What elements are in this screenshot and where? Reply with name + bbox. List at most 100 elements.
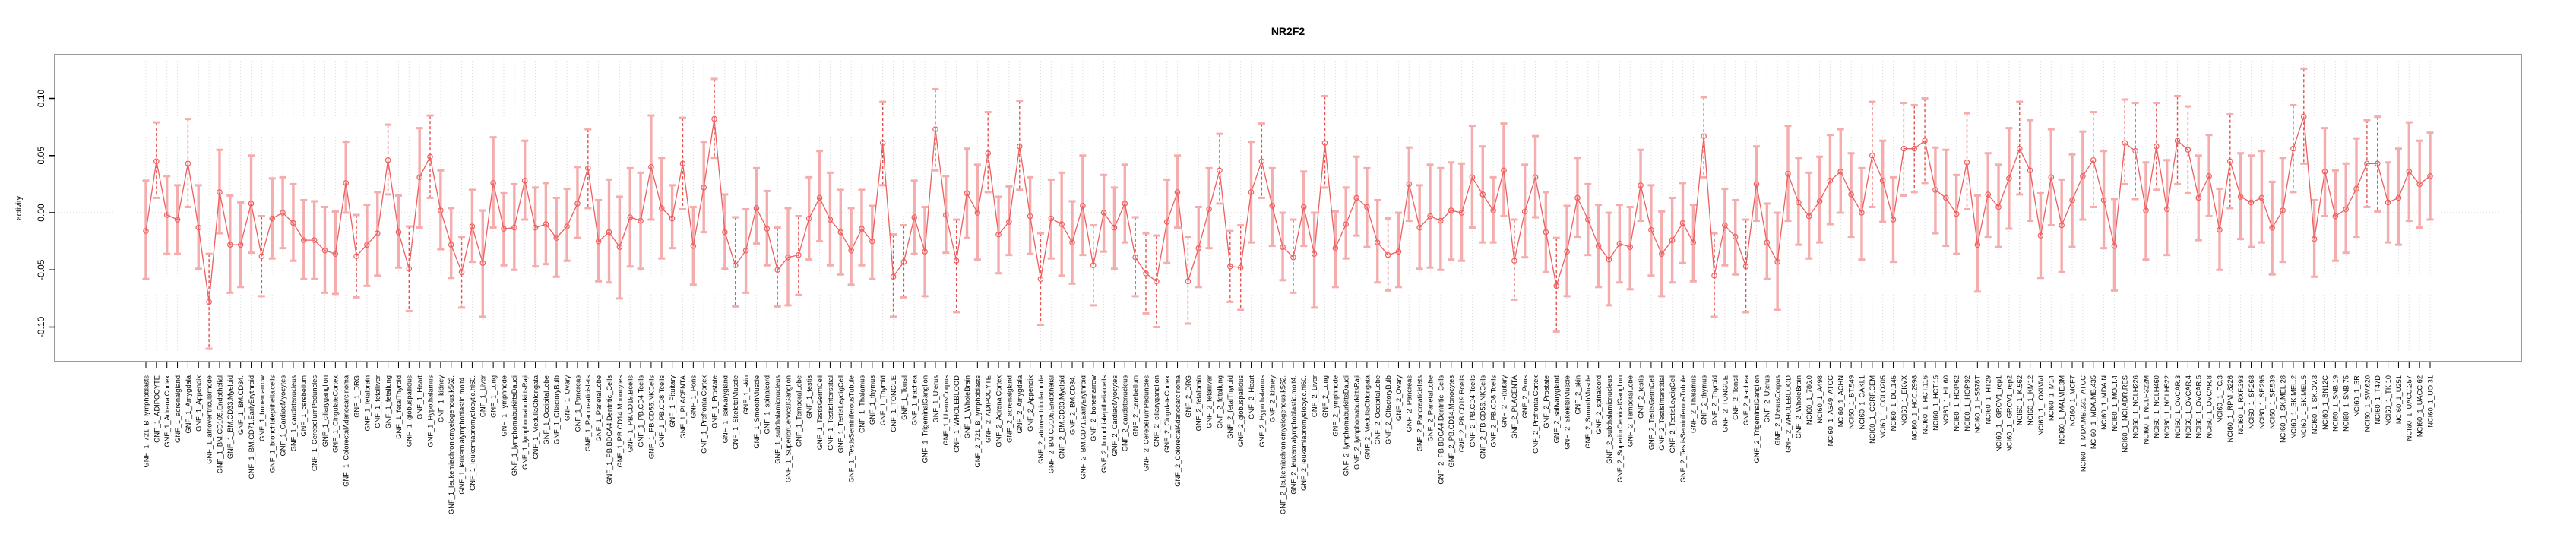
x-category-label: NCI60_1_IGROV1_rep2 xyxy=(2005,375,2013,452)
data-point xyxy=(501,226,507,232)
x-category-label: GNF_2_TestisInterstitial xyxy=(1658,375,1666,451)
data-point xyxy=(2374,160,2381,167)
x-category-label: GNF_2_subthalamicnucleus xyxy=(1606,375,1613,464)
data-point xyxy=(2237,194,2244,200)
x-category-label: NCI60_1_A498 xyxy=(1816,375,1824,424)
x-category-label: NCI60_1_LOXIMVI xyxy=(2037,375,2045,436)
data-point xyxy=(2027,167,2033,174)
data-point xyxy=(1658,251,1665,257)
x-category-label: GNF_2_testis xyxy=(1637,375,1644,419)
data-point xyxy=(2385,199,2391,206)
x-category-label: GNF_1_TemporalLobe xyxy=(795,375,802,447)
data-point xyxy=(1206,206,1212,213)
x-category-label: NCI60_1_KM12 xyxy=(2027,375,2034,425)
data-point xyxy=(321,247,328,254)
data-point xyxy=(1974,242,1981,248)
x-category-label: GNF_2_SuperiorCervicalGanglion xyxy=(1616,375,1624,482)
x-category-label: NCI60_1_SNB.75 xyxy=(2343,375,2350,432)
data-point xyxy=(1300,204,1307,210)
data-point xyxy=(280,210,286,216)
x-category-label: GNF_1_Thalamus xyxy=(858,375,866,433)
data-point xyxy=(416,174,422,181)
data-point xyxy=(595,238,602,245)
x-category-label: GNF_2_lymphomaburkittsDaudi xyxy=(1343,375,1350,476)
x-category-label: NCI60_1_COLO205 xyxy=(1879,375,1887,439)
x-category-label: GNF_2_SmoothMuscle xyxy=(1584,375,1592,449)
data-point xyxy=(1059,221,1065,227)
x-category-label: GNF_1_atrioventricularnode xyxy=(206,375,214,464)
x-category-label: GNF_1_WHOLEBLOOD xyxy=(953,375,960,453)
x-category-label: GNF_2_atrioventricularnode xyxy=(1037,375,1045,464)
data-point xyxy=(722,229,728,236)
data-point xyxy=(143,228,149,234)
x-category-label: NCI60_1_NCI.H522 xyxy=(2163,375,2171,438)
x-category-label: GNF_2_adrenalgland xyxy=(1005,375,1013,443)
x-category-label: GNF_1_TONGUE xyxy=(890,375,897,432)
x-category-label: GNF_2_TestisLeydigCell xyxy=(1669,375,1676,453)
x-category-label: GNF_2_fetalThyroid xyxy=(1226,375,1234,439)
data-point xyxy=(1922,138,1928,144)
x-category-label: NCI60_1_UO.31 xyxy=(2426,375,2434,428)
x-category-label: GNF_1_TestisSeminiferousTubule xyxy=(848,375,856,482)
x-category-label: GNF_1_ParietalLobe xyxy=(595,375,603,441)
data-point xyxy=(627,214,634,220)
x-category-label: GNF_1_Ovary xyxy=(564,375,571,421)
data-point xyxy=(269,215,276,222)
x-category-label: GNF_2_PB.CD4.Tcells xyxy=(1469,375,1476,447)
data-point xyxy=(479,260,486,267)
data-point xyxy=(574,201,581,207)
data-point xyxy=(2195,194,2202,201)
data-point xyxy=(2059,222,2065,229)
data-point xyxy=(1479,191,1486,198)
x-category-label: GNF_2_Appendix xyxy=(1027,375,1034,432)
y-tick-label: 0.10 xyxy=(36,89,46,107)
x-category-label: GNF_2_PB.CD19.Bcells xyxy=(1458,375,1466,453)
x-category-label: NCI60_1_A549_ATCC xyxy=(1827,375,1834,447)
data-point xyxy=(732,262,739,269)
x-category-label: GNF_2_OccipitalLobe xyxy=(1374,375,1381,444)
x-category-label: GNF_2_MedullaOblongata xyxy=(1363,375,1371,459)
x-category-label: NCI60_1_OVCAR.3 xyxy=(2174,375,2182,438)
x-category-label: GNF_2_PLACENTA xyxy=(1511,375,1518,438)
x-category-label: GNF_2_WHOLEBLOOD xyxy=(1784,375,1792,453)
x-category-label: GNF_1_PB.BDCA4.Dentritic_Cells xyxy=(606,375,613,485)
x-category-label: GNF_1_Thyroid xyxy=(879,375,887,425)
data-point xyxy=(1732,233,1739,240)
data-point xyxy=(1521,208,1528,215)
x-category-label: NCI60_1_M14 xyxy=(2048,375,2055,421)
x-category-label: GNF_2_ADIPOCYTE xyxy=(985,375,992,443)
x-category-label: GNF_1_UterusCorpus xyxy=(942,375,950,446)
x-category-label: GNF_1_Pancreaticislets xyxy=(584,375,592,452)
data-point xyxy=(701,185,707,191)
data-point xyxy=(1859,210,1865,216)
data-point xyxy=(879,140,886,146)
data-point xyxy=(2406,169,2413,175)
data-point xyxy=(511,224,517,231)
y-tick-label: 0.00 xyxy=(36,204,46,222)
data-point xyxy=(1416,224,1422,231)
x-category-label: NCI60_1_RXF.393 xyxy=(2237,375,2245,435)
data-point xyxy=(2311,236,2318,242)
data-point xyxy=(606,229,612,236)
x-category-label: NCI60_1_BT.549 xyxy=(1848,375,1856,429)
data-point xyxy=(2174,138,2181,144)
data-point xyxy=(1627,244,1634,250)
data-point xyxy=(543,221,549,227)
data-point xyxy=(1048,215,1055,222)
data-point xyxy=(1827,178,1834,184)
x-category-label: NCI60_1_SK.MEL.28 xyxy=(2279,375,2286,443)
x-category-label: GNF_1_skin xyxy=(742,375,750,415)
x-category-label: GNF_1_WholeBrain xyxy=(964,375,971,438)
data-point xyxy=(1248,189,1255,195)
x-category-label: GNF_1_721_B_lymphoblasts xyxy=(142,375,150,468)
data-point xyxy=(2269,224,2276,231)
chart-title: NR2F2 xyxy=(1271,25,1305,37)
x-category-label: NCI60_1_MDA.MB.435 xyxy=(2090,375,2097,449)
data-point xyxy=(764,226,771,232)
data-point xyxy=(1174,189,1181,195)
data-point xyxy=(1438,217,1444,224)
data-point xyxy=(1911,145,1918,152)
x-category-label: NCI60_1_MALME.3M xyxy=(2059,375,2066,444)
x-category-label: NCI60_1_SF.295 xyxy=(2258,375,2266,429)
x-category-label: NCI60_1_T47D xyxy=(2374,375,2381,425)
